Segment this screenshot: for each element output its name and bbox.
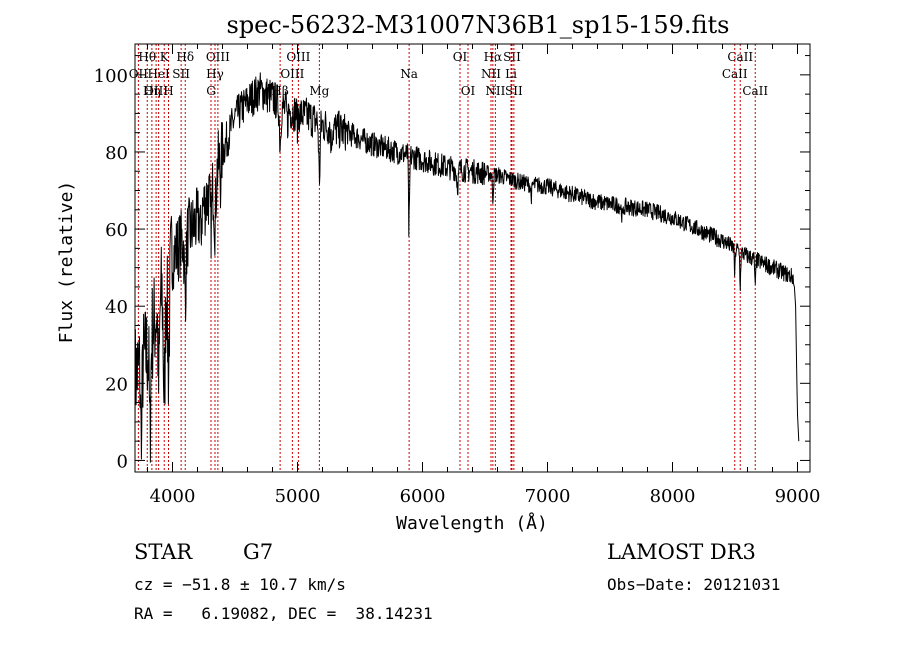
marker-label: Hα bbox=[484, 50, 503, 64]
y-tick-label: 0 bbox=[117, 451, 128, 472]
marker-label: OIII bbox=[206, 50, 230, 64]
y-tick-label: 40 bbox=[105, 297, 128, 318]
marker-label: CaII bbox=[722, 67, 748, 81]
y-tick-label: 80 bbox=[105, 143, 128, 164]
x-tick-label: 7000 bbox=[525, 486, 571, 507]
marker-label: H bbox=[163, 84, 173, 98]
marker-label: Na bbox=[400, 67, 418, 81]
y-tick-label: 60 bbox=[105, 220, 128, 241]
marker-label: SII bbox=[505, 84, 523, 98]
marker-label: OI bbox=[461, 84, 476, 98]
class-label: STAR bbox=[134, 540, 193, 564]
y-tick-label: 100 bbox=[94, 66, 128, 87]
redshift-label: cz = −51.8 ± 10.7 km/s bbox=[134, 575, 346, 594]
axis-ticks: 4000 5000 6000 7000 8000 9000 0 20 40 60 80 100 bbox=[94, 44, 821, 507]
marker-label: Hη bbox=[143, 84, 161, 98]
marker-label: OI bbox=[453, 50, 468, 64]
marker-label: Li bbox=[505, 67, 517, 81]
x-tick-label: 6000 bbox=[400, 486, 446, 507]
coordinates-label: RA = 6.19082, DEC = 38.14231 bbox=[134, 604, 433, 623]
marker-label: OIII bbox=[286, 50, 310, 64]
marker-label: OIII bbox=[280, 67, 304, 81]
y-tick-label: 20 bbox=[105, 374, 128, 395]
marker-label: NII bbox=[485, 84, 505, 98]
marker-label: Mg bbox=[309, 84, 329, 98]
survey-label: LAMOST DR3 bbox=[607, 540, 756, 564]
marker-label: Hγ bbox=[206, 67, 224, 81]
subclass-label: G7 bbox=[243, 540, 274, 564]
marker-label: CaII bbox=[742, 84, 768, 98]
obs-date-label: Obs−Date: 20121031 bbox=[607, 575, 781, 594]
marker-label: SII bbox=[503, 50, 521, 64]
x-tick-label: 8000 bbox=[650, 486, 696, 507]
x-axis-label: Wavelength (Å) bbox=[396, 512, 548, 534]
x-tick-label: 9000 bbox=[775, 486, 821, 507]
chart-title: spec-56232-M31007N36B1_sp15-159.fits bbox=[227, 11, 730, 39]
marker-label: K bbox=[160, 50, 170, 64]
marker-label: HeI bbox=[147, 67, 170, 81]
marker-label: OII bbox=[129, 67, 149, 81]
marker-label: Hθ bbox=[138, 50, 156, 64]
marker-label: NII bbox=[481, 67, 501, 81]
marker-label: CaII bbox=[727, 50, 753, 64]
x-tick-label: 5000 bbox=[275, 486, 321, 507]
marker-label: SII bbox=[172, 67, 190, 81]
marker-label: G bbox=[206, 84, 216, 98]
x-tick-label: 4000 bbox=[150, 486, 196, 507]
marker-label: Hδ bbox=[176, 50, 194, 64]
y-axis-label: Flux (relative) bbox=[56, 181, 77, 344]
marker-label: OIII bbox=[144, 84, 168, 98]
spectrum-line bbox=[134, 72, 800, 463]
